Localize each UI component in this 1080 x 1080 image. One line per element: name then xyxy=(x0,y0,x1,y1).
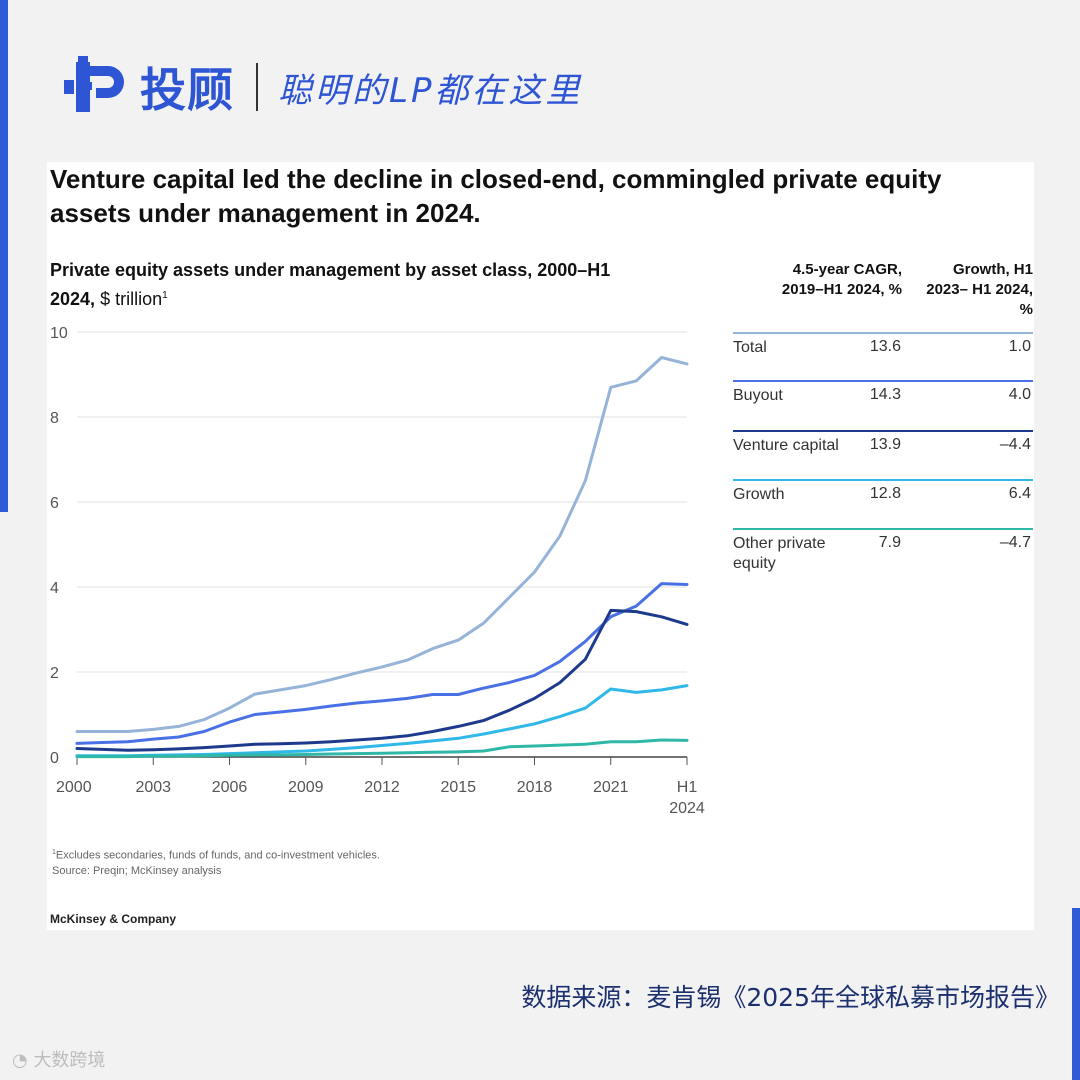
legend-name: Total xyxy=(733,339,767,356)
y-tick-label: 10 xyxy=(50,325,68,342)
x-tick-label: 2024 xyxy=(669,800,705,817)
table-header-growth: Growth, H1 2023– H1 2024, % xyxy=(926,261,1033,318)
x-tick-label: 2003 xyxy=(135,779,171,796)
legend-rule xyxy=(733,528,1033,530)
legend-growth: –4.7 xyxy=(999,534,1031,551)
legend-row: Total 13.6 1.0 xyxy=(733,332,1033,378)
line-chart: 0 2 4 6 8 10 2000 2003 2006 2009 2012 2015 2018 2021 H… xyxy=(50,325,705,817)
table-header-cagr: 4.5-year CAGR, 2019–H1 2024, % xyxy=(781,261,902,298)
legend-cagr: 12.8 xyxy=(869,485,901,502)
watermark-text: 大数跨境 xyxy=(33,1050,106,1071)
footnote-source: Source: Preqin; McKinsey analysis xyxy=(52,864,222,877)
left-accent-bar xyxy=(0,0,8,512)
publisher-label: McKinsey & Company xyxy=(50,912,177,926)
x-tick-label: H1 xyxy=(677,779,698,796)
legend-rule xyxy=(733,332,1033,334)
legend-name: Venture capital xyxy=(733,437,839,454)
legend-row: Venture capital 13.9 –4.4 xyxy=(733,430,1033,476)
watermark: ◔ 大数跨境 xyxy=(12,1050,106,1071)
series-line-total xyxy=(75,356,689,733)
subtitle-unit: $ trillion xyxy=(100,289,163,309)
y-tick-label: 0 xyxy=(50,750,59,767)
y-tick-label: 2 xyxy=(50,665,59,682)
brand-logo-icon xyxy=(64,56,124,112)
legend-cagr: 13.9 xyxy=(869,436,901,453)
x-tick-label: 2006 xyxy=(212,779,248,796)
legend-row: Buyout 14.3 4.0 xyxy=(733,380,1033,426)
legend-cagr: 7.9 xyxy=(878,534,901,551)
legend-growth: 4.0 xyxy=(1008,386,1031,403)
legend-name: Buyout xyxy=(733,387,783,404)
legend-row: Growth 12.8 6.4 xyxy=(733,479,1033,525)
footnote: 1Excludes secondaries, funds of funds, a… xyxy=(52,845,380,879)
series-line-growth xyxy=(75,684,689,758)
legend-growth: 1.0 xyxy=(1008,338,1031,355)
x-tick-label: 2000 xyxy=(56,779,92,796)
legend-name: Other private equity xyxy=(733,535,826,572)
y-tick-label: 8 xyxy=(50,410,59,427)
data-source-caption: 数据来源：麦肯锡《2025年全球私募市场报告》 xyxy=(521,983,1060,1012)
brand-slogan: 聪明的LP都在这里 xyxy=(278,70,583,111)
series-line-other-private-equity xyxy=(75,738,689,759)
footnote-text: Excludes secondaries, funds of funds, an… xyxy=(55,849,380,862)
brand-name: 投顾 xyxy=(140,63,234,117)
subtitle-main: Private equity assets under management b… xyxy=(50,260,611,309)
legend-rule xyxy=(733,479,1033,481)
legend-cagr: 14.3 xyxy=(869,386,901,403)
legend-rule xyxy=(733,380,1033,382)
right-accent-bar xyxy=(1072,908,1080,1080)
legend-growth: 6.4 xyxy=(1008,485,1031,502)
series-line-buyout xyxy=(75,582,689,745)
subtitle-note-mark: 1 xyxy=(162,290,168,301)
series-line-venture-capital xyxy=(75,608,689,752)
header-divider xyxy=(256,63,258,111)
x-tick-label: 2021 xyxy=(593,779,629,796)
footnote-mark: 1 xyxy=(52,849,56,856)
legend-growth: –4.4 xyxy=(999,436,1031,453)
legend-row: Other private equity 7.9 –4.7 xyxy=(733,528,1033,574)
x-tick-label: 2018 xyxy=(517,779,553,796)
chart-card: Venture capital led the decline in close… xyxy=(47,162,1034,930)
x-tick-label: 2012 xyxy=(364,779,400,796)
y-tick-label: 4 xyxy=(50,580,59,597)
legend-name: Growth xyxy=(733,486,785,503)
legend-cagr: 13.6 xyxy=(869,338,901,355)
header: 投顾 聪明的LP都在这里 xyxy=(64,52,582,122)
chart-subtitle: Private equity assets under management b… xyxy=(50,258,650,312)
x-tick-label: 2015 xyxy=(440,779,476,796)
chart-headline: Venture capital led the decline in close… xyxy=(50,164,942,228)
legend-rule xyxy=(733,430,1033,432)
y-tick-label: 6 xyxy=(50,495,59,512)
x-tick-label: 2009 xyxy=(288,779,324,796)
